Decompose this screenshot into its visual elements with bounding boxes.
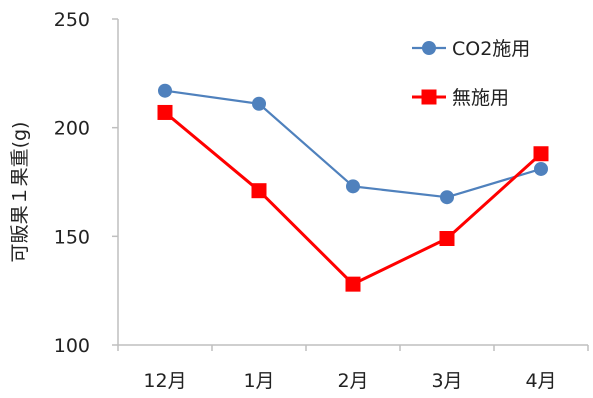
- data-point: [345, 276, 361, 292]
- x-tick-label: 12月: [143, 370, 186, 392]
- data-point: [157, 104, 173, 120]
- x-tick-label: 2月: [337, 370, 368, 392]
- legend-marker: [421, 89, 437, 105]
- data-point: [346, 179, 360, 194]
- series-1: [158, 83, 548, 205]
- x-tick-label: 4月: [525, 370, 556, 392]
- series-2: [157, 104, 549, 292]
- data-point: [533, 146, 549, 162]
- y-tick-label: 100: [54, 335, 90, 357]
- y-tick-label: 200: [54, 118, 90, 140]
- x-axis-ticks: 12月 1月 2月 3月 4月: [117, 345, 589, 392]
- data-point: [534, 161, 548, 176]
- y-tick-label: 250: [54, 9, 90, 31]
- data-point: [252, 96, 266, 111]
- legend-item: 無施用: [412, 87, 509, 109]
- x-tick-label: 3月: [431, 370, 462, 392]
- legend-item: CO2施用: [412, 38, 530, 60]
- legend-marker: [422, 41, 436, 55]
- data-point: [251, 183, 267, 199]
- axes: [117, 19, 588, 346]
- series-line: [164, 111, 543, 286]
- y-axis-title: 可販果１果重(g): [9, 122, 31, 263]
- y-axis-ticks: 100 150 200 250: [54, 9, 118, 357]
- data-point: [440, 190, 454, 205]
- legend-label: CO2施用: [452, 38, 530, 60]
- x-tick-label: 1月: [243, 370, 274, 392]
- data-point: [439, 231, 455, 247]
- series-layer: [157, 83, 549, 292]
- legend-label: 無施用: [452, 87, 509, 109]
- y-tick-label: 150: [54, 226, 90, 248]
- data-point: [158, 83, 172, 98]
